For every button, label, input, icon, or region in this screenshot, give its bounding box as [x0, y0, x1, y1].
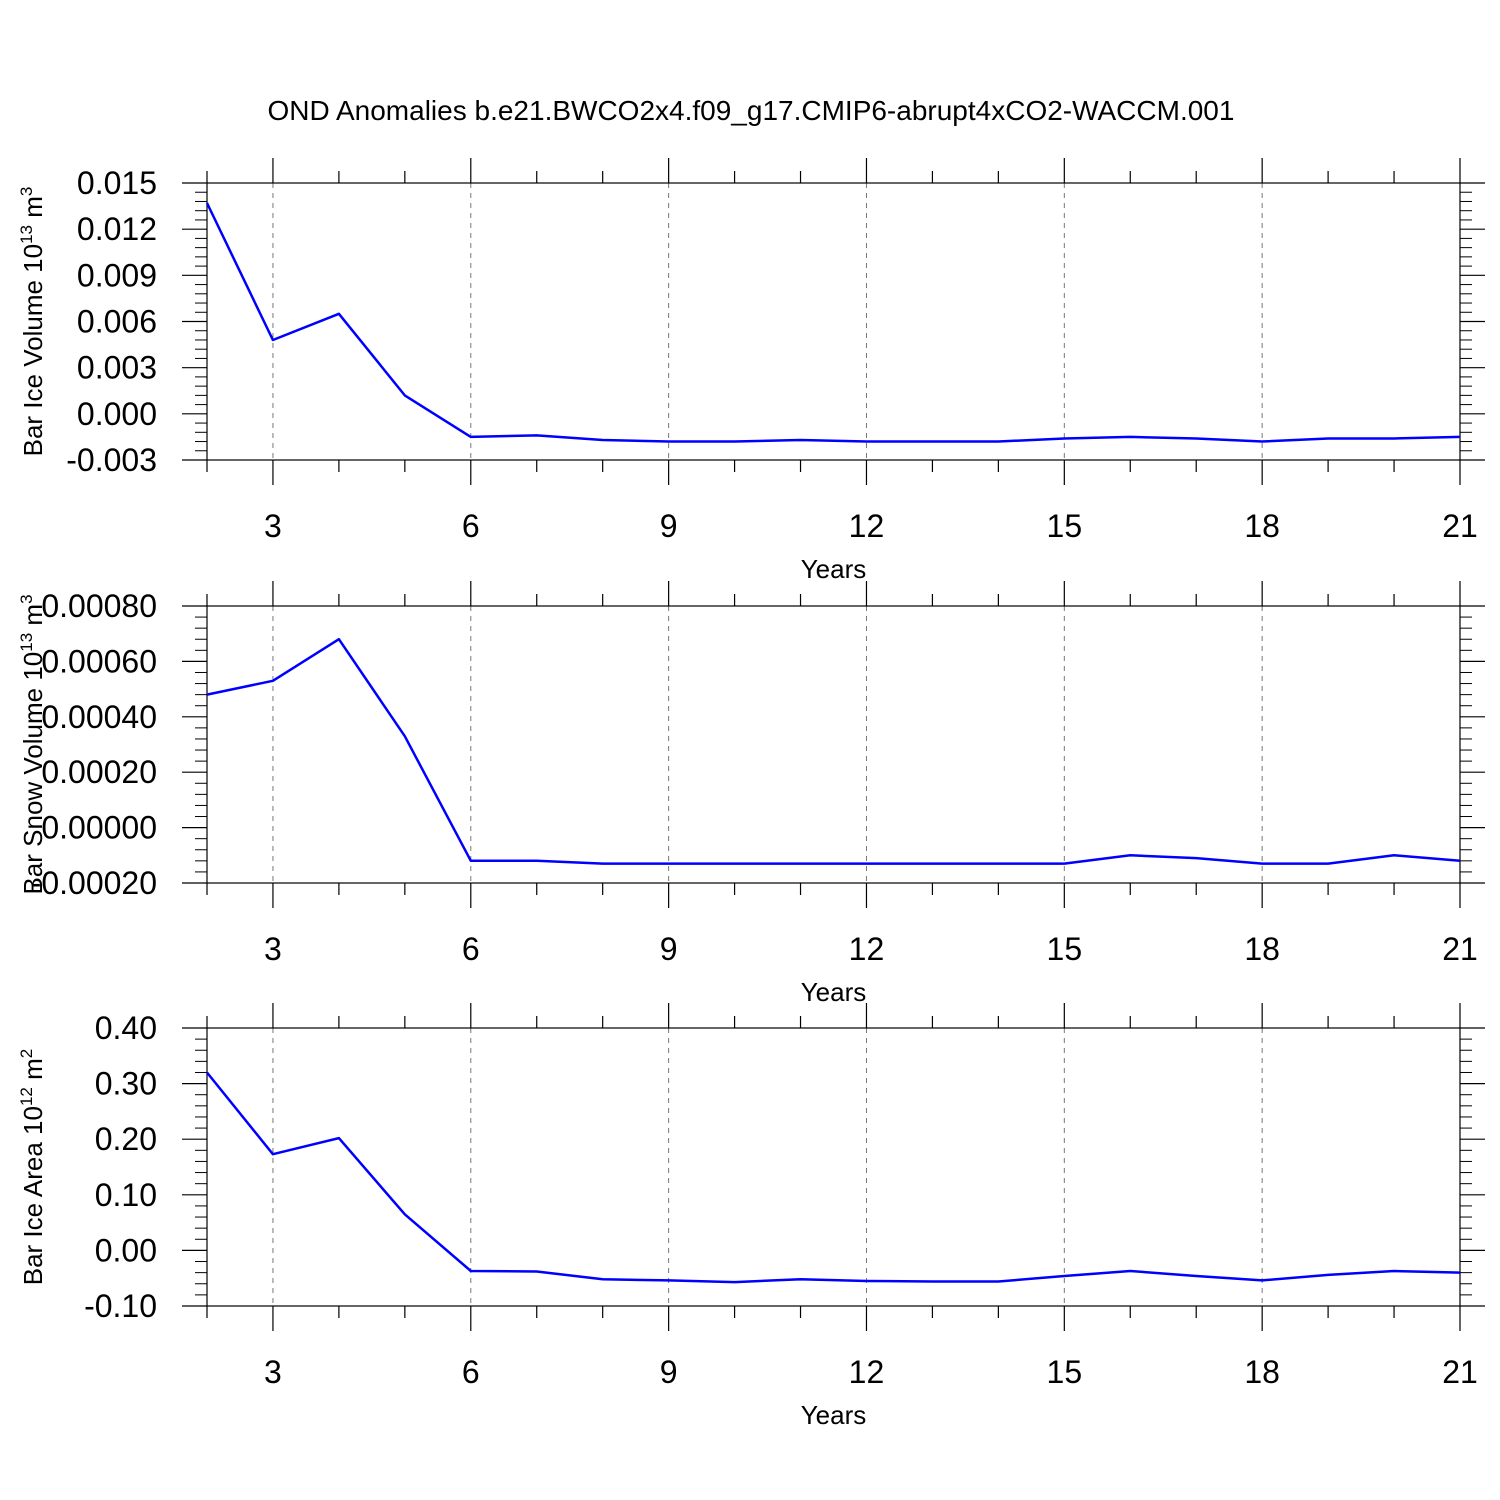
- x-axis-label: Years: [801, 554, 867, 584]
- chart-panel-3: -0.10 0.00 0.10 0.20 0.30 0.40 3 6 9 12 15 18 21 Year…: [17, 1003, 1485, 1430]
- y-tick-label: 0.000: [77, 396, 157, 432]
- y-axis-label: Bar Ice Area 1012 m2: [17, 1049, 48, 1286]
- y-tick-label: 0.015: [77, 165, 157, 201]
- x-tick-label: 9: [660, 508, 678, 544]
- y-tick-label: 0.10: [95, 1177, 157, 1213]
- chart-panel-2: -0.00020 0.00000 0.00020 0.00040 0.00060 0.00…: [17, 581, 1485, 1007]
- y-tick-label: -0.10: [84, 1288, 157, 1324]
- x-tick-label: 21: [1442, 1354, 1478, 1390]
- y-tick-label: 0.012: [77, 211, 157, 247]
- chart-panel-1: -0.003 0.000 0.003 0.006 0.009 0.012 0.015 3 6 9 1…: [17, 158, 1485, 584]
- x-tick-label: 6: [462, 931, 480, 967]
- y-tick-label: 0.00080: [41, 588, 157, 624]
- x-tick-label: 15: [1047, 931, 1083, 967]
- figure-title: OND Anomalies b.e21.BWCO2x4.f09_g17.CMIP…: [268, 95, 1235, 126]
- y-tick-label: 0.00060: [41, 643, 157, 679]
- y-tick-label: 0.40: [95, 1010, 157, 1046]
- series-line: [206, 637, 1461, 865]
- y-tick-label: 0.006: [77, 304, 157, 340]
- x-tick-label: 3: [264, 1354, 282, 1390]
- y-tick-label: 0.00: [95, 1232, 157, 1268]
- x-tick-label: 18: [1244, 931, 1280, 967]
- y-tick-label: 0.00040: [41, 699, 157, 735]
- x-tick-label: 15: [1047, 1354, 1083, 1390]
- x-tick-label: 18: [1244, 508, 1280, 544]
- x-tick-label: 9: [660, 931, 678, 967]
- x-tick-label: 15: [1047, 508, 1083, 544]
- x-tick-label: 3: [264, 931, 282, 967]
- x-tick-label: 21: [1442, 931, 1478, 967]
- series-line: [205, 202, 1461, 443]
- x-axis-label: Years: [801, 977, 867, 1007]
- x-tick-label: 21: [1442, 508, 1478, 544]
- y-tick-label: 0.20: [95, 1121, 157, 1157]
- plot-frame: [206, 1027, 1461, 1307]
- x-axis-label: Years: [801, 1400, 867, 1430]
- y-tick-label: -0.00020: [31, 865, 157, 901]
- series-line: [206, 1071, 1461, 1284]
- x-tick-label: 6: [462, 508, 480, 544]
- x-tick-label: 9: [660, 1354, 678, 1390]
- x-tick-label: 6: [462, 1354, 480, 1390]
- y-tick-label: 0.00000: [41, 810, 157, 846]
- y-tick-label: 0.003: [77, 350, 157, 386]
- x-tick-label: 12: [849, 931, 885, 967]
- y-tick-label: 0.00020: [41, 754, 157, 790]
- y-tick-label: -0.003: [66, 442, 157, 478]
- y-axis-label: Bar Snow Volume 1013 m3: [17, 594, 48, 894]
- x-tick-label: 12: [849, 508, 885, 544]
- y-tick-label: 0.009: [77, 257, 157, 293]
- y-axis-label: Bar Ice Volume 1013 m3: [17, 187, 48, 457]
- plot-frame: [206, 182, 1461, 461]
- x-tick-label: 3: [264, 508, 282, 544]
- x-tick-label: 18: [1244, 1354, 1280, 1390]
- plot-frame: [206, 605, 1461, 884]
- x-tick-label: 12: [849, 1354, 885, 1390]
- y-tick-label: 0.30: [95, 1066, 157, 1102]
